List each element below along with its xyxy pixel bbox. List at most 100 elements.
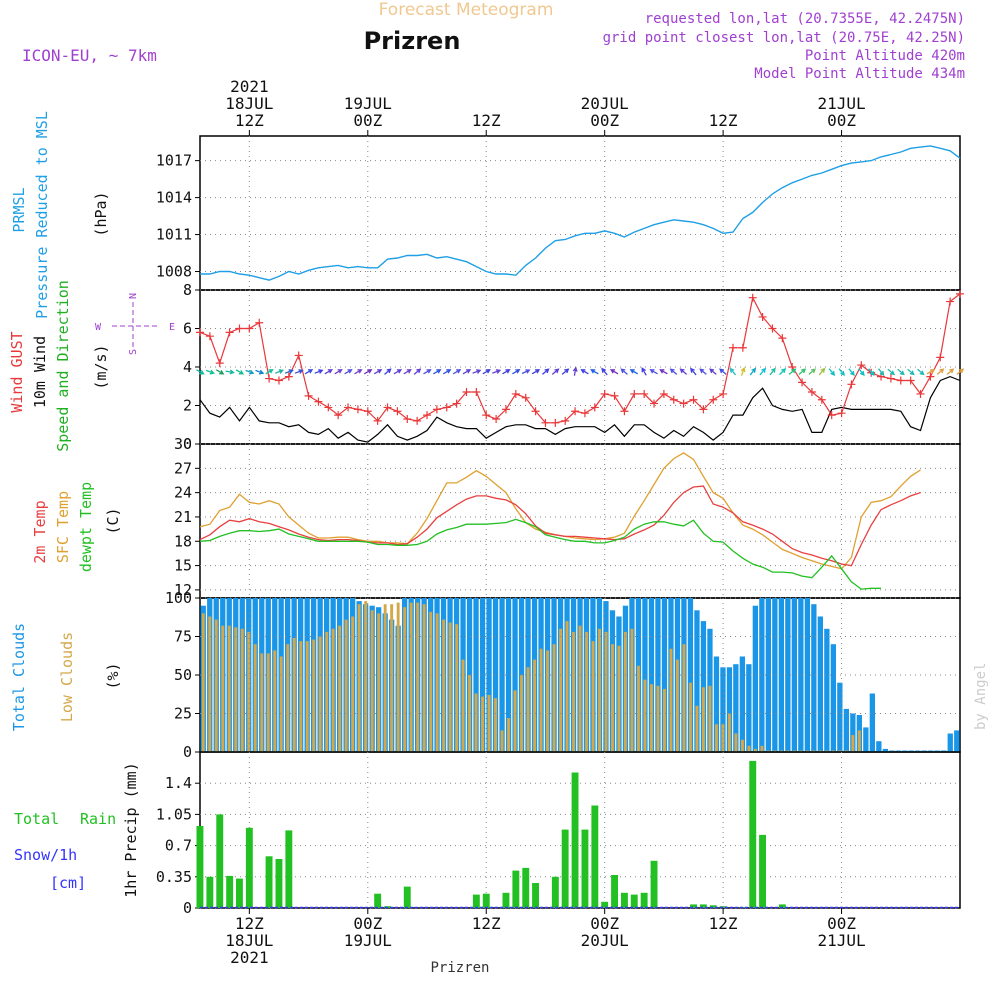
- low-clouds-bar: [286, 644, 290, 752]
- gust-marker: [906, 376, 915, 385]
- gust-marker: [580, 409, 589, 418]
- top-time-label: 00Z: [827, 111, 856, 130]
- gust-marker: [768, 324, 777, 333]
- gust-marker: [561, 416, 570, 425]
- total-clouds-bar: [824, 628, 830, 752]
- rain-bar: [482, 893, 490, 908]
- gust-marker: [847, 380, 856, 389]
- gust-marker: [403, 414, 412, 423]
- wind-speed-line: [199, 375, 961, 443]
- wind-arrow: [659, 369, 668, 375]
- gust-marker: [709, 395, 718, 404]
- pressure-series-line: [200, 145, 961, 281]
- low-clouds-bar: [578, 625, 582, 752]
- wind-arrow: [729, 367, 737, 376]
- clouds-y-ticks: 0 25 50 75 100: [165, 589, 200, 761]
- gust-marker: [235, 324, 244, 333]
- precip-label-rain: Rain: [80, 810, 116, 828]
- y-tick-label: 8: [183, 281, 192, 299]
- rain-bar: [196, 826, 204, 908]
- rain-bar: [591, 805, 599, 908]
- gust-marker: [373, 416, 382, 425]
- gust-marker: [304, 391, 313, 400]
- wind-y-ticks: 0 2 4 6 8: [183, 281, 200, 453]
- precip-label-cm: [cm]: [50, 874, 86, 892]
- gust-marker: [807, 388, 816, 397]
- gust-marker: [630, 389, 639, 398]
- rain-bar: [699, 904, 707, 908]
- wind-arrow: [551, 368, 560, 375]
- gust-marker: [650, 399, 659, 408]
- low-clouds-bar: [604, 631, 608, 752]
- wind-arrow: [373, 369, 383, 375]
- low-clouds-bar: [422, 604, 426, 752]
- low-clouds-bar: [370, 610, 374, 752]
- low-clouds-bar: [572, 631, 575, 752]
- gust-marker: [452, 399, 461, 408]
- precip-label-total: Total: [14, 810, 59, 828]
- low-clouds-bar: [637, 665, 640, 752]
- low-clouds-bar: [429, 611, 433, 752]
- total-clouds-bar: [837, 682, 843, 752]
- gust-marker: [936, 353, 945, 362]
- wind-arrow: [907, 368, 915, 376]
- low-clouds-bar: [403, 607, 407, 752]
- total-clouds-bar: [811, 604, 817, 752]
- wind-unit: (m/s): [92, 344, 110, 389]
- gust-marker: [393, 407, 402, 416]
- low-clouds-bar: [702, 687, 705, 752]
- pressure-panel: PRMSL Pressure Reduced to MSL (hPa) 1008…: [10, 111, 961, 319]
- precip-unit: 1hr Precip (mm): [122, 762, 140, 897]
- gust-marker: [669, 395, 678, 404]
- wind-arrow: [759, 367, 767, 376]
- wind-arrow: [284, 369, 294, 374]
- wind-arrow: [788, 368, 797, 375]
- wind-arrow: [482, 369, 491, 375]
- total-clouds-bar: [850, 713, 856, 752]
- gust-marker: [265, 374, 274, 383]
- total-clouds-bar: [655, 598, 661, 752]
- low-clouds-bar: [351, 616, 355, 752]
- low-clouds-bar: [676, 659, 679, 752]
- low-clouds-bar: [383, 604, 387, 752]
- rain-bar: [522, 867, 530, 908]
- gust-marker: [679, 399, 688, 408]
- rain-bar: [650, 860, 658, 908]
- gust-marker: [432, 405, 441, 414]
- gust-marker: [748, 293, 757, 302]
- low-clouds-bar: [526, 667, 530, 752]
- wind-arrow: [868, 368, 875, 376]
- wind-arrow: [472, 369, 482, 374]
- wind-gust-line: [199, 293, 961, 424]
- rain-bar: [611, 875, 618, 908]
- wind-arrow: [818, 367, 826, 376]
- low-clouds-bar: [455, 624, 459, 752]
- temp-unit: (C): [104, 507, 122, 534]
- low-clouds-bar: [240, 628, 244, 752]
- low-clouds-bar: [312, 639, 316, 752]
- pressure-label-prmsl: PRMSL: [10, 187, 28, 232]
- gust-marker: [501, 405, 510, 414]
- rain-bar: [690, 904, 697, 908]
- footer-location: Prizren: [430, 960, 489, 976]
- wind-arrow: [709, 368, 717, 375]
- low-clouds-bar: [617, 645, 621, 752]
- gust-marker: [946, 297, 955, 306]
- low-clouds-bar: [266, 653, 270, 752]
- total-clouds-bar: [752, 605, 758, 752]
- y-tick-label: 1008: [156, 263, 192, 281]
- gust-marker: [363, 407, 372, 416]
- wind-arrow: [956, 368, 965, 375]
- y-tick-label: 4: [183, 358, 192, 376]
- low-clouds-bar: [585, 631, 588, 752]
- low-clouds-bar: [338, 625, 342, 752]
- low-clouds-bar: [539, 648, 543, 752]
- rain-bar: [581, 829, 589, 908]
- wind-arrow: [521, 369, 531, 375]
- wind-arrow: [838, 368, 845, 376]
- wind-arrow: [749, 367, 757, 376]
- wind-direction-arrows: [196, 366, 965, 376]
- rain-bar: [551, 876, 559, 908]
- wind-arrow: [423, 369, 432, 375]
- pressure-unit: (hPa): [92, 191, 110, 236]
